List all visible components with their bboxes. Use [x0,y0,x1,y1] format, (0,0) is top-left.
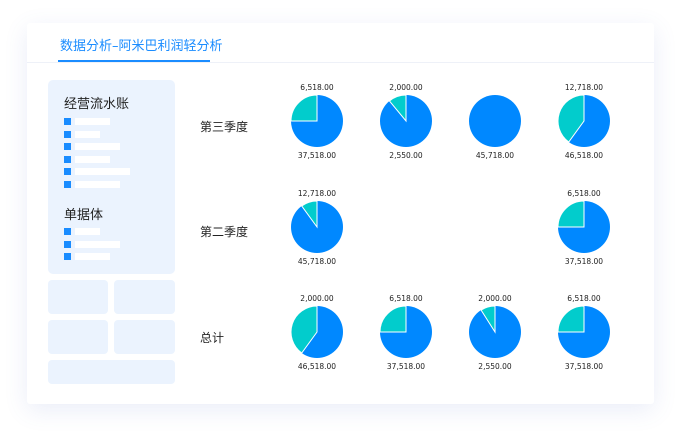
pie-chart[interactable] [556,304,612,360]
bullet-icon [64,155,71,163]
pie-bottom-value: 2,550.00 [478,362,512,371]
pie-bottom-value: 2,550.00 [389,151,423,160]
row-label-q2: 第二季度 [200,225,249,239]
text-placeholder [75,240,120,248]
bullet-icon [64,180,71,188]
text-placeholder [75,228,100,235]
pie-slice-secondary[interactable] [379,305,407,333]
placeholder-tile[interactable] [114,320,175,354]
pie-top-value: 6,518.00 [567,294,601,303]
text-placeholder [75,253,110,260]
pie-chart[interactable] [289,199,345,255]
row-label-total: 总计 [200,331,225,345]
pie-chart[interactable] [556,199,612,255]
text-placeholder [75,180,120,188]
section-title-document: 单据体 [64,208,104,223]
bullet-icon [64,130,71,138]
pie-slice-primary[interactable] [469,95,521,147]
sidebar-panel: 经营流水账 单据体 [48,80,175,274]
pie-top-value: 2,000.00 [478,294,512,303]
text-placeholder [75,143,120,150]
pie-bottom-value: 45,718.00 [297,257,337,266]
pie-top-value: 2,000.00 [389,83,423,92]
placeholder-tile[interactable] [48,360,175,384]
active-tab-indicator [58,60,210,62]
pie-slice-secondary[interactable] [290,305,318,354]
pie-slice-secondary[interactable] [557,200,585,228]
pie-slice-secondary[interactable] [301,200,318,229]
pie-bottom-value: 37,518.00 [564,362,604,371]
text-placeholder [75,168,130,175]
pie-chart[interactable] [289,304,345,360]
pie-slice-secondary[interactable] [557,305,585,333]
pie-bottom-value: 37,518.00 [386,362,426,371]
pie-bottom-value: 37,518.00 [297,151,337,160]
placeholder-tile[interactable] [48,280,108,314]
pie-chart[interactable] [378,304,434,360]
text-placeholder [75,130,100,138]
bullet-icon [64,168,71,175]
bullet-icon [64,118,71,125]
bullet-icon [64,143,71,150]
tab-analysis[interactable]: 数据分析–阿米巴利润轻分析 [60,39,223,54]
pie-chart[interactable] [378,93,434,149]
pie-chart[interactable] [556,93,612,149]
pie-bottom-value: 46,518.00 [564,151,604,160]
pie-bottom-value: 45,718.00 [475,151,515,160]
text-placeholder [75,155,110,163]
pie-top-value: 12,718.00 [564,83,604,92]
pie-chart[interactable] [467,304,523,360]
analysis-card: 数据分析–阿米巴利润轻分析 经营流水账 单据体 第三季度 第二季度 总计 6,5… [27,23,654,404]
pie-bottom-value: 37,518.00 [564,257,604,266]
pie-top-value: 2,000.00 [300,294,334,303]
pie-top-value: 6,518.00 [300,83,334,92]
pie-chart[interactable] [289,93,345,149]
pie-slice-secondary[interactable] [388,94,407,123]
pie-top-value: 6,518.00 [389,294,423,303]
tab-divider [27,62,654,63]
placeholder-tile[interactable] [114,280,175,314]
pie-slice-secondary[interactable] [557,94,585,143]
placeholder-tile[interactable] [48,320,108,354]
row-label-q3: 第三季度 [200,120,249,134]
pie-bottom-value: 46,518.00 [297,362,337,371]
bullet-icon [64,240,71,248]
pie-top-value: 12,718.00 [297,189,337,198]
pie-chart[interactable] [467,93,523,149]
section-title-ledger: 经营流水账 [64,97,130,112]
pie-slice-secondary[interactable] [480,305,496,334]
text-placeholder [75,118,110,125]
pie-slice-secondary[interactable] [290,94,318,122]
bullet-icon [64,228,71,235]
bullet-icon [64,253,71,260]
pie-top-value: 6,518.00 [567,189,601,198]
